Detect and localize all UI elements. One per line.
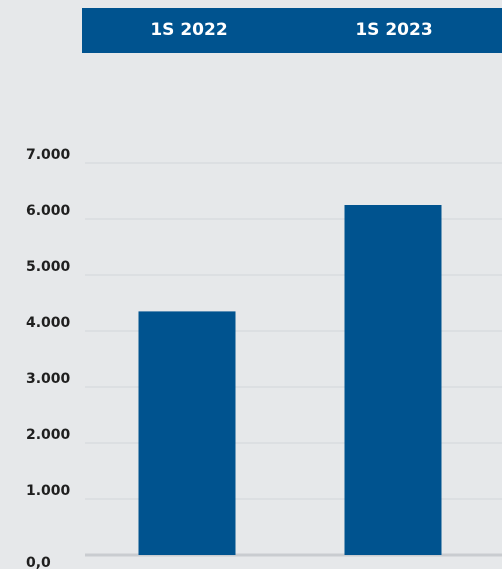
- y-tick-label-6000: 6.000: [26, 203, 71, 219]
- bars: [138, 205, 442, 555]
- category-header-band: 1S 2022 1S 2023: [82, 8, 502, 53]
- y-tick-label-4000: 4.000: [26, 315, 71, 331]
- y-tick-label-0: 0,0: [26, 555, 51, 569]
- y-tick-label-5000: 5.000: [26, 259, 71, 275]
- y-tick-label-7000: 7.000: [26, 147, 71, 163]
- y-axis-tick-labels: 0,0 1.000 2.000 3.000 4.000 5.000 6.000 7.000: [26, 147, 71, 569]
- y-tick-label-3000: 3.000: [26, 371, 71, 387]
- category-header-1s-2022: 1S 2022: [150, 20, 228, 40]
- category-header-1s-2023: 1S 2023: [355, 20, 433, 40]
- bar-1s-2023: [344, 205, 442, 555]
- y-tick-label-1000: 1.000: [26, 483, 71, 499]
- bar-1s-2022: [138, 311, 236, 555]
- y-tick-label-2000: 2.000: [26, 427, 71, 443]
